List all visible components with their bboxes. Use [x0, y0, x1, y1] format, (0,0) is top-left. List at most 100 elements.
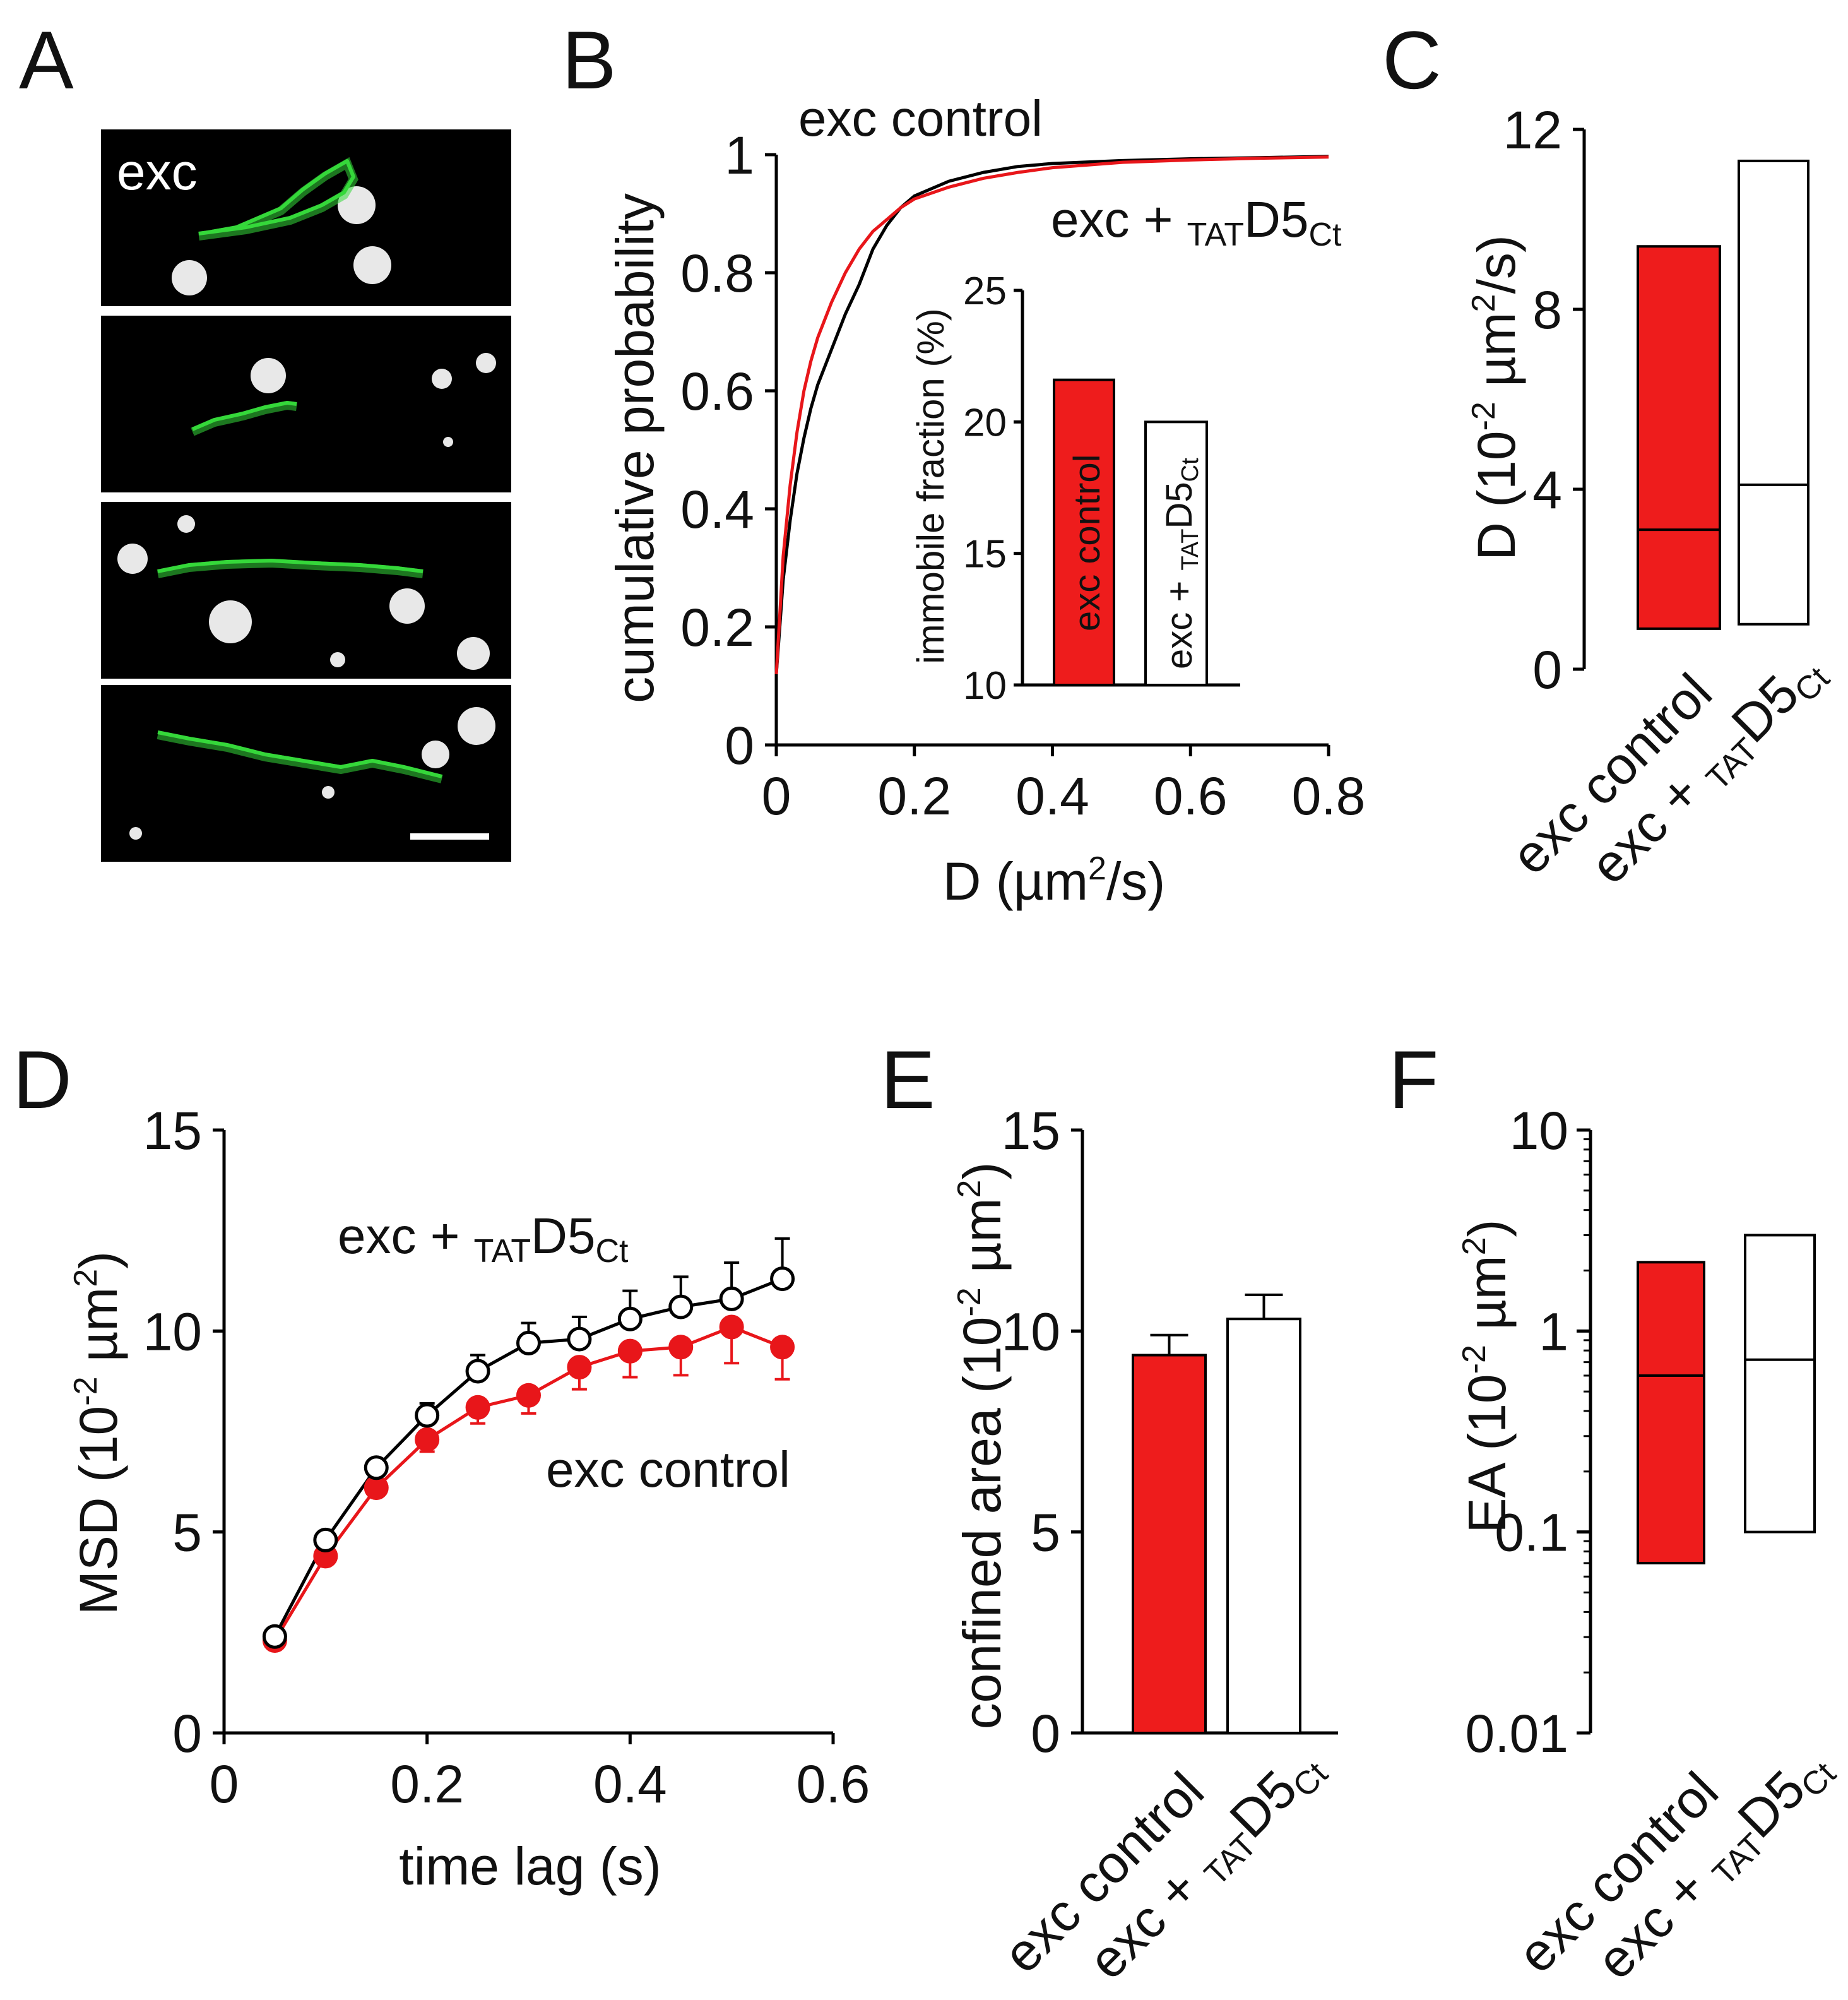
image-label: exc: [117, 143, 198, 201]
d-data-point: [617, 1338, 643, 1364]
particle-spot: [117, 544, 148, 574]
b-y-tick-label: 0.2: [680, 598, 754, 657]
d-annotation-tat: exc + TATD5Ct: [338, 1208, 629, 1270]
particle-spot: [476, 353, 496, 373]
d-x-tick-label: 0.6: [797, 1754, 870, 1814]
d-x-tick-label: 0.4: [593, 1754, 667, 1814]
particle-track-dense: [157, 558, 424, 578]
micrograph-frame: [101, 502, 511, 679]
d-data-point: [567, 1355, 592, 1380]
micrograph-frame: [101, 316, 511, 492]
d-annotation-control: exc control: [546, 1441, 790, 1497]
inset-y-tick-label: 10: [963, 664, 1007, 708]
d-data-point: [364, 1475, 389, 1501]
particle-track-dense: [198, 157, 358, 241]
b-x-tick-label: 0.2: [877, 766, 951, 826]
d-data-point: [465, 1395, 490, 1420]
d-data-point: [770, 1266, 795, 1292]
d-data-point: [719, 1314, 744, 1340]
micrograph-frame: [101, 685, 511, 862]
b-annotation-tat: exc + TATD5Ct: [1051, 191, 1342, 253]
f-box: [1744, 1234, 1816, 1533]
micrograph-stack: [101, 129, 511, 862]
e-y-tick-label: 15: [1002, 1101, 1060, 1160]
panel-letter-a: A: [19, 14, 74, 106]
d-axes: 0 0.2 0.4 0.6 0 5 10 15: [143, 1101, 870, 1814]
panel-letter-b: B: [562, 14, 617, 106]
d-y-tick-label: 5: [172, 1503, 202, 1562]
panel-b: B 0 0.2 0.4 0.6 0.8 0 0.2 0.4 0.6 0.8 1 exc contro…: [562, 14, 1365, 911]
e-y-tick-label: 10: [1002, 1302, 1060, 1361]
b-inset-immobile-fraction: 10 15 20 25: [963, 270, 1240, 708]
particle-spot: [458, 707, 495, 745]
particle-spot: [422, 741, 449, 768]
panel-letter-d: D: [13, 1033, 72, 1126]
particle-spot: [251, 358, 286, 393]
e-y-tick-label: 5: [1031, 1503, 1060, 1562]
d-y-tick-label: 10: [143, 1302, 202, 1361]
e-bar-chart: 0 5 10 15: [1002, 1101, 1338, 1763]
particle-spot: [209, 600, 252, 643]
b-y-axis-label: cumulative probability: [605, 193, 665, 703]
d-data-point: [567, 1326, 592, 1352]
d-data-point: [262, 1624, 287, 1649]
particle-spot: [432, 369, 452, 389]
d-data-point: [719, 1286, 744, 1311]
particle-spot: [389, 588, 425, 624]
panel-d: D 0 0.2 0.4 0.6 0 5 10 15 exc + TATD5Ct exc con…: [13, 1033, 870, 1896]
d-data-point: [770, 1335, 795, 1360]
c-y-axis-label: D (10-2 µm2/s): [1466, 235, 1526, 561]
c-y-tick-label: 0: [1532, 640, 1562, 699]
panel-letter-e: E: [880, 1033, 935, 1126]
particle-spot: [322, 786, 335, 799]
d-x-tick-label: 0: [210, 1754, 239, 1814]
c-y-tick-label: 12: [1503, 100, 1562, 160]
b-curves: [774, 155, 1329, 674]
inset-y-tick-label: 25: [963, 270, 1007, 313]
d-data-point: [415, 1403, 440, 1428]
b-series-line: [774, 155, 1329, 674]
particle-spot: [353, 246, 391, 284]
f-y-tick-label: 0.1: [1495, 1503, 1568, 1562]
b-x-tick-label: 0.6: [1154, 766, 1228, 826]
f-box-chart: 0.01 0.1 1 10: [1466, 1101, 1816, 1763]
f-y-axis-label: EA (10-2 µm2): [1456, 1219, 1517, 1533]
d-data-point: [313, 1527, 338, 1552]
particle-track-dense: [157, 730, 443, 783]
b-x-tick-label: 0: [762, 766, 791, 826]
d-data-point: [668, 1335, 694, 1360]
inset-y-tick-label: 15: [963, 533, 1007, 576]
inset-bar-label-tat: exc + TATD5Ct: [1159, 458, 1204, 669]
particle-spot: [457, 637, 490, 670]
b-annotation-control: exc control: [798, 90, 1043, 146]
inset-bar: [1144, 420, 1208, 686]
d-y-tick-label: 0: [172, 1704, 202, 1763]
inset-bar-label-control: exc control: [1067, 455, 1108, 631]
d-series: [262, 1237, 795, 1653]
d-data-point: [415, 1427, 440, 1452]
d-y-tick-label: 15: [143, 1101, 202, 1160]
f-y-tick-label: 1: [1539, 1302, 1568, 1361]
c-box: [1738, 159, 1810, 626]
d-data-point: [516, 1383, 541, 1408]
particle-spot: [172, 260, 207, 295]
b-y-tick-label: 0.8: [680, 244, 754, 303]
d-x-tick-label: 0.2: [390, 1754, 464, 1814]
d-y-axis-label: MSD (10-2 µm2): [68, 1251, 128, 1615]
b-x-axis-label: D (µm2/s): [943, 850, 1166, 911]
b-y-tick-label: 1: [725, 126, 754, 185]
inset-y-axis-label: immobile fraction (%): [909, 308, 952, 664]
c-y-tick-label: 4: [1532, 460, 1562, 520]
f-box: [1637, 1261, 1705, 1564]
e-y-tick-label: 0: [1031, 1704, 1060, 1763]
e-bar: [1226, 1318, 1301, 1735]
panel-letter-f: F: [1389, 1033, 1438, 1126]
e-bar: [1132, 1354, 1207, 1735]
c-box-chart: 0 4 8 12: [1503, 100, 1810, 699]
b-axes: 0 0.2 0.4 0.6 0.8 0 0.2 0.4 0.6 0.8 1: [680, 126, 1365, 826]
b-x-tick-label: 0.4: [1016, 766, 1089, 826]
inset-bar: [1053, 378, 1115, 687]
c-box: [1637, 245, 1721, 630]
